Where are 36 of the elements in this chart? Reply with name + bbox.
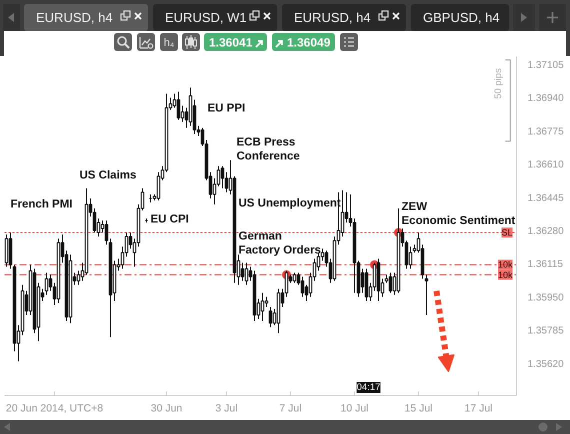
ref-line-label: 10k <box>498 260 513 270</box>
y-tick-label: 1.35950 <box>528 292 564 304</box>
x-tick-label: 17 Jul <box>464 402 493 414</box>
x-tick-label: 30 Jun <box>150 402 182 414</box>
text: 1.36049 <box>287 36 331 50</box>
x-tick-label: 10 Jul <box>340 402 369 414</box>
y-tick-label: 1.35785 <box>528 326 564 337</box>
annotation: 04:17 <box>356 382 380 393</box>
x-tick-label: 20 Jun 2014, UTC+8 <box>6 402 104 414</box>
y-tick-label: 1.36115 <box>528 259 564 270</box>
annotation: EU CPI <box>150 214 189 226</box>
text: GBPUSD, h4 <box>423 10 500 25</box>
y-tick-label: 1.36610 <box>528 160 564 171</box>
x-tick-label: 15 Jul <box>404 402 433 414</box>
ref-line-label: 10k <box>498 270 513 280</box>
y-tick-label: 1.37105 <box>528 60 564 72</box>
y-tick-label: 1.35620 <box>528 358 564 370</box>
annotation: ZEW Economic Sentiment <box>402 200 516 228</box>
ref-line-label: SL <box>501 228 513 238</box>
y-tick-label: 1.36940 <box>528 93 564 104</box>
text: EURUSD, h4 <box>294 10 371 25</box>
annotation: ECB Press Conference <box>236 136 300 163</box>
y-tick-label: 1.36775 <box>528 126 564 138</box>
text: 1.36041 <box>209 36 253 50</box>
annotation: 50 pips <box>493 68 504 99</box>
y-tick-label: 1.36280 <box>528 226 564 238</box>
annotation: US Claims <box>80 170 136 182</box>
annotation: German Factory Orders <box>238 230 321 257</box>
annotation: EU PPI <box>208 102 246 114</box>
annotation: French PMI <box>10 198 72 210</box>
chart-title: EURUSD, h4 <box>36 10 113 25</box>
x-tick-label: 7 Jul <box>279 402 302 414</box>
y-tick-label: 1.36445 <box>528 192 564 204</box>
text: EURUSD, W1 <box>165 10 247 25</box>
text: h₄ <box>164 37 175 49</box>
x-tick-label: 3 Jul <box>215 402 238 414</box>
